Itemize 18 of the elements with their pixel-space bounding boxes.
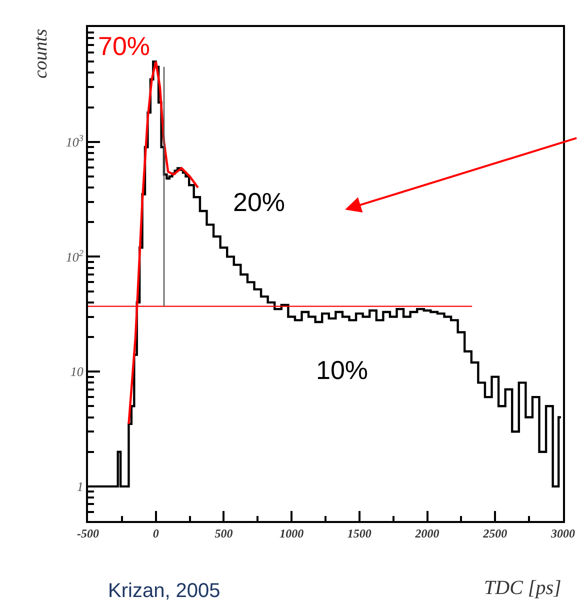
y-tick-label: 1: [76, 478, 84, 494]
x-tick-label: 2500: [482, 526, 508, 540]
x-tick-label: 1500: [347, 526, 372, 540]
y-tick-label: 10: [70, 364, 84, 380]
x-tick-label: 2000: [414, 526, 440, 540]
x-tick-label: 3000: [550, 526, 575, 540]
x-tick-label: 0: [152, 526, 159, 540]
annotation: 70%: [98, 31, 150, 61]
y-tick-label: 10$^{2}$: [66, 248, 84, 264]
y-tick-label: 10$^{3}$: [66, 132, 84, 150]
x-tick-label: -500: [77, 526, 99, 540]
x-axis-title: TDC [ps]: [484, 577, 562, 599]
annotation: 10%: [316, 355, 368, 385]
annotation: 20%: [233, 187, 286, 217]
text: Krizan, 2005: [108, 580, 220, 602]
y-axis-title: counts: [30, 28, 52, 78]
x-tick-label: 500: [214, 526, 233, 540]
x-tick-label: 1000: [280, 526, 304, 540]
